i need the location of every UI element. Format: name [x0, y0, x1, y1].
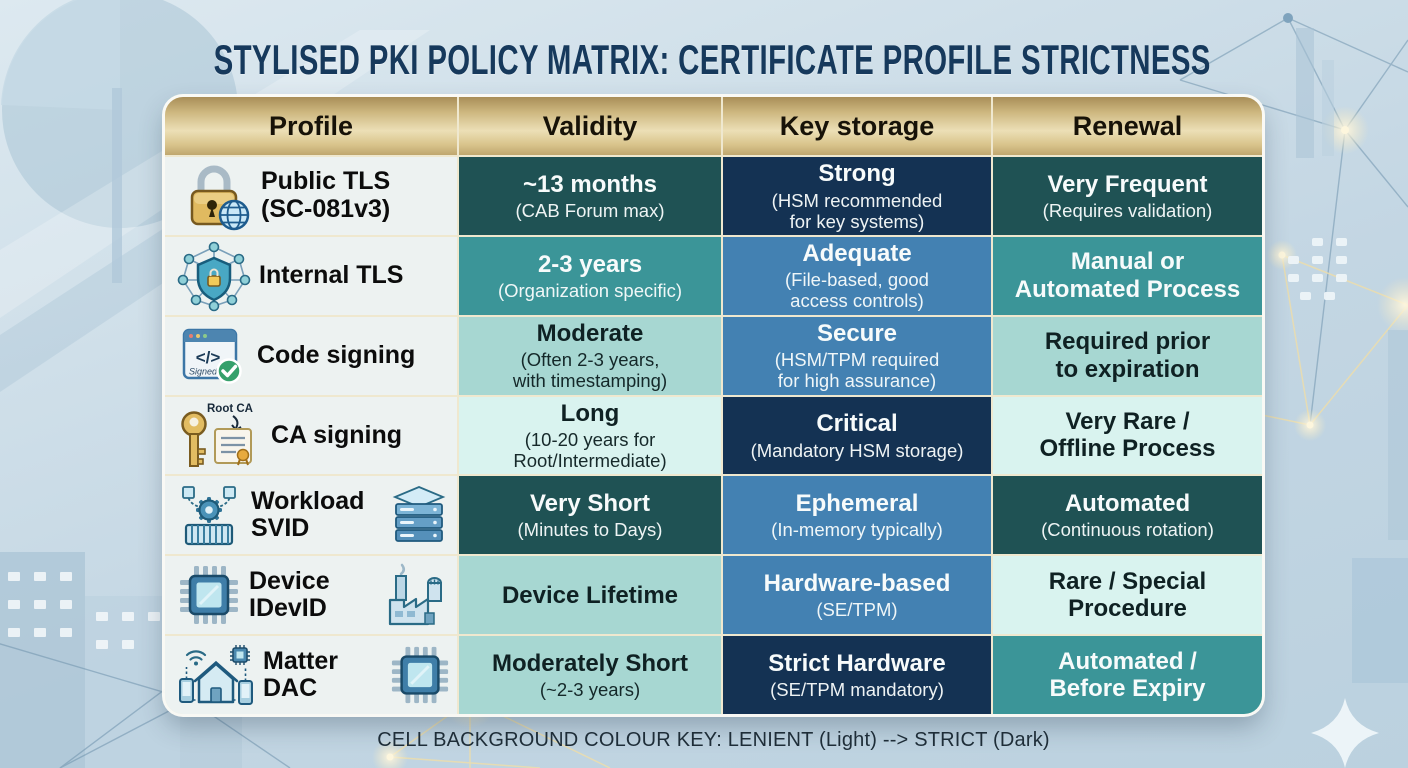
profile-name: CA signing: [271, 420, 403, 449]
chip-icon: [180, 566, 238, 625]
cell-main-text: Very Rare / Offline Process: [1039, 408, 1216, 463]
cell-main-text: Device Lifetime: [501, 581, 679, 609]
cell-sub-text: (In-memory typically): [771, 519, 943, 541]
root-ca-caption-text: Root CA: [207, 403, 253, 415]
chip-icon: [391, 646, 449, 704]
cell-main-text: Moderately Short: [491, 649, 689, 677]
sparkle-star: [1311, 698, 1379, 768]
profile-name: Public TLS (SC-081v3): [261, 167, 391, 223]
ca-key-certificate-icon: Root CA: [181, 403, 253, 468]
validity-cell: Long (10-20 years for Root/Intermediate): [459, 396, 721, 475]
validity-cell: Moderate (Often 2-3 years, with timestam…: [459, 316, 721, 395]
renewal-cell: Very Rare / Offline Process: [993, 396, 1262, 475]
cell-main-text: Automated / Before Expiry: [1049, 647, 1206, 703]
column-header-validity: Validity: [459, 97, 721, 155]
pki-policy-matrix-table: Profile Validity Key storage Renewal Pub…: [165, 97, 1262, 714]
column-header-renewal: Renewal: [993, 97, 1262, 155]
lock-globe-icon: [190, 165, 250, 231]
cell-main-text: Adequate: [802, 240, 912, 268]
cell-main-text: Strict Hardware: [768, 649, 946, 677]
smart-home-icon: [179, 645, 253, 706]
cell-sub-text: (Continuous rotation): [1041, 519, 1214, 541]
cell-main-text: Long: [560, 399, 620, 427]
colour-key-note: CELL BACKGROUND COLOUR KEY: LENIENT (Lig…: [377, 729, 1050, 751]
validity-cell: 2-3 years (Organization specific): [459, 236, 721, 315]
cell-main-text: Ephemeral: [795, 490, 919, 518]
column-header-key-storage: Key storage: [723, 97, 991, 155]
profile-name: Workload SVID: [251, 486, 365, 543]
renewal-cell: Very Frequent (Requires validation): [993, 157, 1262, 235]
cell-sub-text: (Mandatory HSM storage): [750, 439, 964, 461]
network-shield-icon: [177, 241, 251, 312]
profile-name: Matter DAC: [263, 646, 339, 703]
cell-main-text: Automated: [1064, 490, 1191, 518]
profile-matter-dac: Matter DAC: [165, 636, 457, 714]
validity-cell: Very Short (Minutes to Days): [459, 476, 721, 555]
renewal-cell: Automated / Before Expiry: [993, 636, 1262, 714]
cell-sub-text: (Requires validation): [1042, 200, 1213, 222]
cell-main-text: Secure: [816, 319, 898, 347]
code-signing-icon: </> Signed: [182, 328, 242, 384]
profile-code-signing: </> Signed Code signing: [165, 316, 457, 395]
key-storage-cell: Secure (HSM/TPM required for high assura…: [723, 316, 991, 395]
column-header-profile: Profile: [165, 97, 457, 155]
cell-sub-text: (HSM/TPM required for high assurance): [774, 349, 940, 392]
cell-sub-text: (File-based, good access controls): [785, 269, 929, 312]
cell-main-text: ~13 months: [522, 170, 658, 198]
cell-main-text: Manual or Automated Process: [1014, 248, 1241, 303]
cell-main-text: 2-3 years: [537, 250, 643, 278]
profile-internal-tls: Internal TLS: [165, 236, 457, 315]
renewal-cell: Rare / Special Procedure: [993, 556, 1262, 635]
key-storage-cell: Hardware-based (SE/TPM): [723, 556, 991, 635]
profile-name: Internal TLS: [259, 261, 404, 290]
cell-sub-text: (CAB Forum max): [515, 200, 665, 222]
key-storage-cell: Adequate (File-based, good access contro…: [723, 236, 991, 315]
cell-sub-text: (~2-3 years): [539, 679, 641, 701]
cell-main-text: Strong: [818, 160, 896, 188]
key-storage-cell: Ephemeral (In-memory typically): [723, 476, 991, 555]
cell-sub-text: (SE/TPM mandatory): [770, 679, 944, 701]
factory-icon: [388, 563, 443, 626]
cell-sub-text: (SE/TPM): [816, 599, 898, 621]
container-gear-icon: [182, 486, 236, 546]
cell-sub-text: (Organization specific): [497, 279, 683, 301]
profile-name: Code signing: [257, 340, 416, 369]
cell-main-text: Moderate: [536, 319, 644, 347]
key-storage-cell: Strict Hardware (SE/TPM mandatory): [723, 636, 991, 714]
validity-cell: ~13 months (CAB Forum max): [459, 157, 721, 235]
cell-main-text: Required prior to expiration: [1044, 328, 1211, 383]
cell-main-text: Very Frequent: [1047, 170, 1208, 198]
cell-sub-text: (Minutes to Days): [517, 519, 663, 541]
validity-cell: Moderately Short (~2-3 years): [459, 636, 721, 714]
renewal-cell: Required prior to expiration: [993, 316, 1262, 395]
key-storage-cell: Critical (Mandatory HSM storage): [723, 396, 991, 475]
cell-main-text: Hardware-based: [763, 569, 951, 597]
cell-main-text: Very Short: [529, 490, 651, 518]
signed-caption-text: Signed: [189, 366, 218, 376]
profile-public-tls: Public TLS (SC-081v3): [165, 157, 457, 235]
validity-cell: Device Lifetime: [459, 556, 721, 635]
profile-name: Device IDevID: [249, 566, 330, 623]
cell-main-text: Critical: [816, 410, 898, 438]
cell-sub-text: (Often 2-3 years, with timestamping): [512, 349, 668, 392]
page-title: STYLISED PKI POLICY MATRIX: CERTIFICATE …: [213, 36, 1211, 83]
profile-ca-signing: Root CA CA signing: [165, 396, 457, 475]
key-storage-cell: Strong (HSM recommended for key systems): [723, 157, 991, 235]
cell-main-text: Rare / Special Procedure: [1048, 567, 1207, 623]
cell-sub-text: (HSM recommended for key systems): [771, 189, 943, 232]
profile-device-idevid: Device IDevID: [165, 556, 457, 635]
code-glyph-text: </>: [196, 348, 221, 367]
server-stack-icon: [392, 486, 446, 543]
cell-sub-text: (10-20 years for Root/Intermediate): [513, 429, 667, 472]
profile-workload-svid: Workload SVID: [165, 476, 457, 555]
dot-grid: [1288, 238, 1347, 300]
renewal-cell: Manual or Automated Process: [993, 236, 1262, 315]
renewal-cell: Automated (Continuous rotation): [993, 476, 1262, 555]
